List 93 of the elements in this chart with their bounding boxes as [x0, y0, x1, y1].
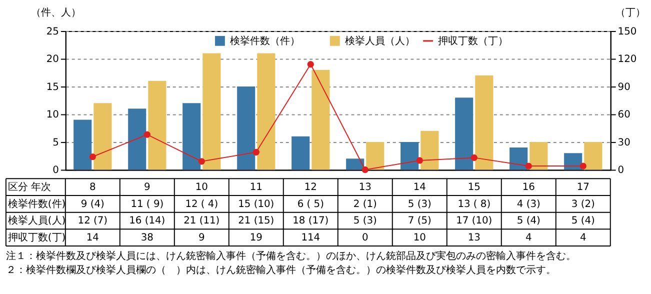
y-axis-title: （件、人） [30, 8, 81, 19]
bar [202, 53, 221, 170]
x-tick-label: 15 [468, 182, 480, 194]
data-label: 12 ( 4) [185, 198, 218, 210]
bar [312, 70, 330, 170]
data-label: 114 [301, 232, 320, 244]
y2-tick-label: 30 [618, 137, 630, 148]
data-label: 5 (3) [353, 216, 377, 227]
y2-tick-label: 90 [618, 82, 630, 93]
x-tick-label: 14 [413, 182, 426, 194]
x-tick-label: 13 [358, 182, 372, 194]
data-label: 9 [198, 232, 205, 244]
y2-axis-title: （丁） [616, 8, 646, 19]
data-label: 11 ( 9) [130, 198, 164, 210]
data-label: 0 [362, 232, 368, 244]
bar [346, 158, 364, 170]
x-tick-label: 9 [144, 182, 150, 194]
bar [455, 98, 474, 170]
point [89, 153, 96, 160]
text: 区分 年次 [8, 182, 52, 194]
bar [292, 136, 310, 170]
data-label: 21 (15) [238, 216, 274, 227]
data-label: 5 (3) [408, 198, 432, 210]
point [144, 131, 150, 138]
bar [94, 103, 112, 170]
data-label: 5 (4) [516, 216, 540, 227]
data-label: 38 [140, 232, 154, 244]
x-tick-label: 11 [250, 182, 262, 194]
y-tick-label: 0 [52, 165, 59, 176]
bar [530, 142, 548, 170]
data-label: 17 (10) [456, 216, 492, 227]
point [198, 158, 205, 165]
x-tick-label: 10 [195, 182, 208, 194]
data-label: 16 (14) [129, 216, 166, 227]
text: 押収丁数(丁) [8, 232, 66, 244]
y-tick-label: 10 [46, 110, 59, 121]
point [580, 162, 586, 170]
legend-label: 押収丁数（丁） [438, 34, 508, 47]
data-label: 13 [468, 232, 480, 244]
y-tick-label: 5 [52, 137, 59, 148]
y-tick-label: 20 [46, 54, 59, 66]
bar [148, 80, 166, 170]
text: 検挙人員(人) [8, 214, 66, 227]
y2-tick-label: 60 [618, 110, 630, 121]
bar [128, 108, 146, 170]
legend-label: 検挙件数（件） [230, 34, 300, 47]
data-label: 4 [580, 232, 586, 244]
y-tick-label: 25 [46, 26, 59, 38]
point [362, 166, 368, 174]
bar [584, 142, 602, 170]
data-label: 9 (4) [80, 198, 105, 210]
bar [237, 86, 256, 170]
data-label: 4 [525, 232, 532, 244]
bar [420, 130, 439, 170]
legend-label: 検挙人員（人） [344, 34, 415, 47]
data-label: 14 [86, 232, 99, 244]
data-label: 15 (10) [238, 198, 274, 210]
data-label: 10 [413, 232, 426, 244]
x-tick-label: 17 [576, 182, 590, 194]
bar [400, 142, 419, 170]
bar [257, 53, 276, 170]
y2-tick-label: 0 [618, 165, 624, 176]
data-label: 21 (11) [184, 216, 220, 227]
x-tick-label: 12 [304, 182, 317, 194]
text: 注１：検挙件数及び検挙人員には、けん銃密輸入事件（予備を含む。）のほか、けん銃部品及び実包のみの密輸入事件を含む。 [6, 250, 576, 262]
text: 検挙件数(件) [8, 198, 66, 210]
data-label: 6 ( 5) [297, 198, 324, 210]
data-label: 12 (7) [78, 216, 108, 227]
point [307, 60, 314, 68]
bar [366, 142, 384, 170]
data-label: 19 [250, 232, 262, 244]
data-label: 18 (17) [292, 216, 329, 227]
y2-tick-label: 150 [618, 26, 637, 38]
point [470, 154, 478, 162]
data-label: 3 (2) [571, 198, 595, 210]
data-label: 4 (3) [516, 198, 540, 210]
point [416, 157, 423, 164]
bar [182, 103, 201, 170]
bar [74, 120, 92, 170]
bar [510, 148, 528, 170]
y-tick-label: 15 [46, 82, 59, 93]
text: ２：検挙件数欄及び検挙人員欄の（ ）内は、けん銃密輸入事件（予備を含む。）の検挙件数及び検挙人員を内数で示す。 [6, 264, 556, 276]
data-label: 7 (5) [408, 216, 432, 227]
y2-tick-label: 120 [618, 54, 637, 66]
data-label: 5 (4) [571, 216, 595, 227]
bar [564, 153, 582, 170]
x-tick-label: 16 [522, 182, 535, 194]
point [525, 162, 532, 170]
data-label: 13 ( 8) [458, 198, 491, 210]
x-tick-label: 8 [90, 182, 96, 194]
bar [475, 75, 494, 170]
point [252, 148, 260, 156]
data-label: 2 (1) [353, 198, 377, 210]
